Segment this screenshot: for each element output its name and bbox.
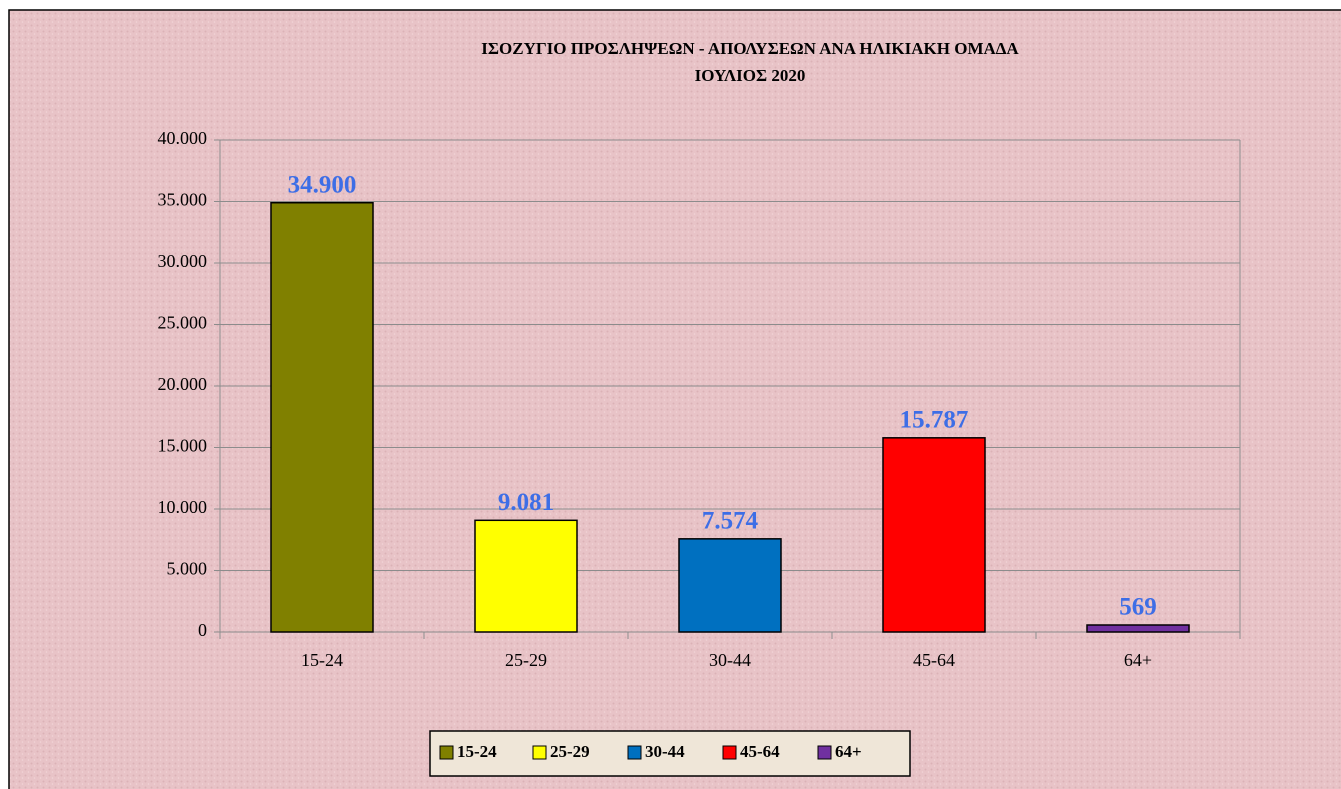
x-tick-label: 30-44 <box>709 650 751 670</box>
chart-title: ΙΣΟΖΥΓΙΟ ΠΡΟΣΛΗΨΕΩΝ - ΑΠΟΛΥΣΕΩΝ ΑΝΑ ΗΛΙΚ… <box>481 39 1019 58</box>
chart-frame <box>8 9 1341 789</box>
y-tick-label: 5.000 <box>167 559 208 579</box>
bar <box>678 538 782 633</box>
y-tick-label: 15.000 <box>158 436 208 456</box>
x-tick-label: 64+ <box>1124 650 1152 670</box>
legend-label: 15-24 <box>457 742 497 761</box>
bar <box>1086 624 1190 633</box>
y-tick-label: 40.000 <box>158 128 208 148</box>
legend-swatch <box>722 745 737 760</box>
legend-label: 45-64 <box>740 742 780 761</box>
legend-swatch <box>627 745 642 760</box>
bar <box>474 519 578 633</box>
legend-label: 30-44 <box>645 742 685 761</box>
bar <box>882 437 986 633</box>
y-tick-label: 25.000 <box>158 313 208 333</box>
chart-subtitle: ΙΟΥΛΙΟΣ 2020 <box>695 66 806 85</box>
y-tick-label: 35.000 <box>158 190 208 210</box>
data-label: 34.900 <box>288 171 357 198</box>
data-label: 9.081 <box>498 489 554 516</box>
y-tick-label: 30.000 <box>158 251 208 271</box>
legend-swatch <box>532 745 547 760</box>
x-tick-label: 45-64 <box>913 650 955 670</box>
x-tick-label: 15-24 <box>301 650 343 670</box>
legend-swatch <box>439 745 454 760</box>
legend-swatch <box>817 745 832 760</box>
data-label: 7.574 <box>702 508 759 535</box>
legend-label: 64+ <box>835 742 862 761</box>
y-tick-label: 20.000 <box>158 374 208 394</box>
x-tick-label: 25-29 <box>505 650 547 670</box>
data-label: 569 <box>1119 594 1157 621</box>
y-tick-label: 0 <box>198 620 207 640</box>
legend-label: 25-29 <box>550 742 590 761</box>
data-label: 15.787 <box>900 407 969 434</box>
y-tick-label: 10.000 <box>158 497 208 517</box>
bar <box>270 201 374 633</box>
